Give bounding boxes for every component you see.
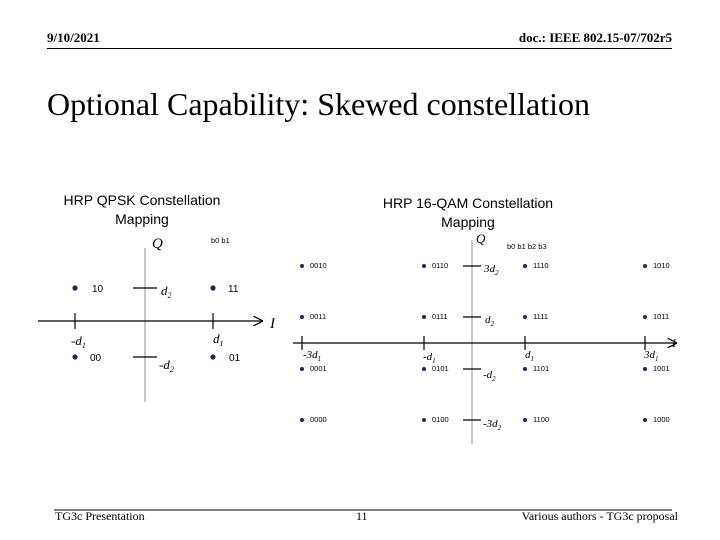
qam-point-label-1100: 1100 [533,415,549,424]
qam-points: 0010 0110 1110 1010 0011 0111 1111 1011 0001 0101… [300,261,670,424]
qpsk-title-line2: Mapping [115,211,169,227]
qpsk-i-label: I [269,316,276,332]
qam-label-pos-3d2: 3d2 [483,263,499,277]
footer-left: TG3c Presentation [55,509,145,523]
qpsk-diagram: Q I b0 b1 -d1 d1 d2 -d2 10 11 00 01 [38,236,276,402]
qam-point-label-0010: 0010 [310,261,327,270]
qam-point-1100 [523,418,527,422]
qam-point-1101 [523,367,527,371]
qam-point-label-1010: 1010 [653,261,670,270]
qpsk-point-label-10: 10 [92,284,104,295]
qam-point-label-0000: 0000 [310,415,327,424]
qpsk-label-pos-d2: d2 [161,283,172,300]
qam-panel-title: HRP 16-QAM Constellation Mapping [360,194,576,232]
qam-point-label-0101: 0101 [432,364,449,373]
qam-point-1010 [643,264,647,268]
qam-title-line2: Mapping [441,214,495,230]
qam-q-label: Q [476,231,486,246]
qam-label-pos-3d1: 3d1 [643,349,659,363]
qpsk-point-00 [72,354,78,360]
qam-point-label-0111: 0111 [432,312,448,321]
qam-point-label-0110: 0110 [432,261,448,270]
qam-point-label-0100: 0100 [432,415,449,424]
qam-i-label: I [671,336,677,350]
qam-point-label-0001: 0001 [310,364,327,373]
qpsk-panel-title: HRP QPSK Constellation Mapping [40,191,244,229]
qam-point-label-1110: 1110 [533,261,549,270]
header-rule [47,48,672,49]
qam-label-neg-3d2: -3d2 [483,418,502,432]
qam-point-label-1000: 1000 [653,415,670,424]
footer-page-number: 11 [356,509,368,523]
slide-title: Optional Capability: Skewed constellatio… [47,86,591,122]
qpsk-label-neg-d2: -d2 [159,357,174,374]
qam-point-label-1101: 1101 [533,364,549,373]
qpsk-q-label: Q [152,236,163,252]
qpsk-point-label-00: 00 [90,353,102,364]
qam-point-label-1011: 1011 [653,312,669,321]
qpsk-point-10 [72,285,78,291]
qam-point-1110 [523,264,527,268]
qam-label-neg-3d1: -3d1 [303,349,321,363]
qam-point-1011 [643,315,647,319]
qam-point-1001 [643,367,647,371]
qam-label-pos-d2: d2 [485,314,495,328]
qam-diagram: Q I b0 b1 b2 b3 -3d1 -d1 d1 3d1 3d2 d2 -… [293,231,677,444]
qpsk-point-label-01: 01 [229,353,241,364]
qam-point-1000 [643,418,647,422]
qam-bits-header: b0 b1 b2 b3 [507,242,547,251]
qam-point-0100 [422,418,426,422]
qpsk-label-neg-d1: -d1 [71,333,86,350]
qpsk-point-01 [210,354,216,360]
qam-point-0010 [300,264,304,268]
qam-point-1111 [523,315,527,319]
qam-point-0001 [300,367,304,371]
qpsk-bits-header: b0 b1 [211,236,230,245]
qpsk-title-line1: HRP QPSK Constellation [63,192,221,208]
qam-point-0110 [422,264,426,268]
qam-point-label-1001: 1001 [653,364,670,373]
qam-label-neg-d1: -d1 [423,351,436,365]
qam-point-0111 [422,315,426,319]
qam-point-label-1111: 1111 [533,312,548,321]
qpsk-label-pos-d1: d1 [213,331,224,348]
qam-title-line1: HRP 16-QAM Constellation [382,195,554,211]
qpsk-point-11 [210,285,216,291]
qam-point-0011 [300,315,304,319]
header-doc-id: doc.: IEEE 802.15-07/702r5 [518,30,672,45]
qam-label-pos-d1: d1 [525,349,534,363]
footer-right: Various authors - TG3c proposal [521,509,678,523]
qam-label-neg-d2: -d2 [483,369,496,383]
qpsk-point-label-11: 11 [228,284,239,295]
qam-point-label-0011: 0011 [310,312,326,321]
qam-point-0000 [300,418,304,422]
header-date: 9/10/2021 [47,30,100,45]
qam-point-0101 [422,367,426,371]
